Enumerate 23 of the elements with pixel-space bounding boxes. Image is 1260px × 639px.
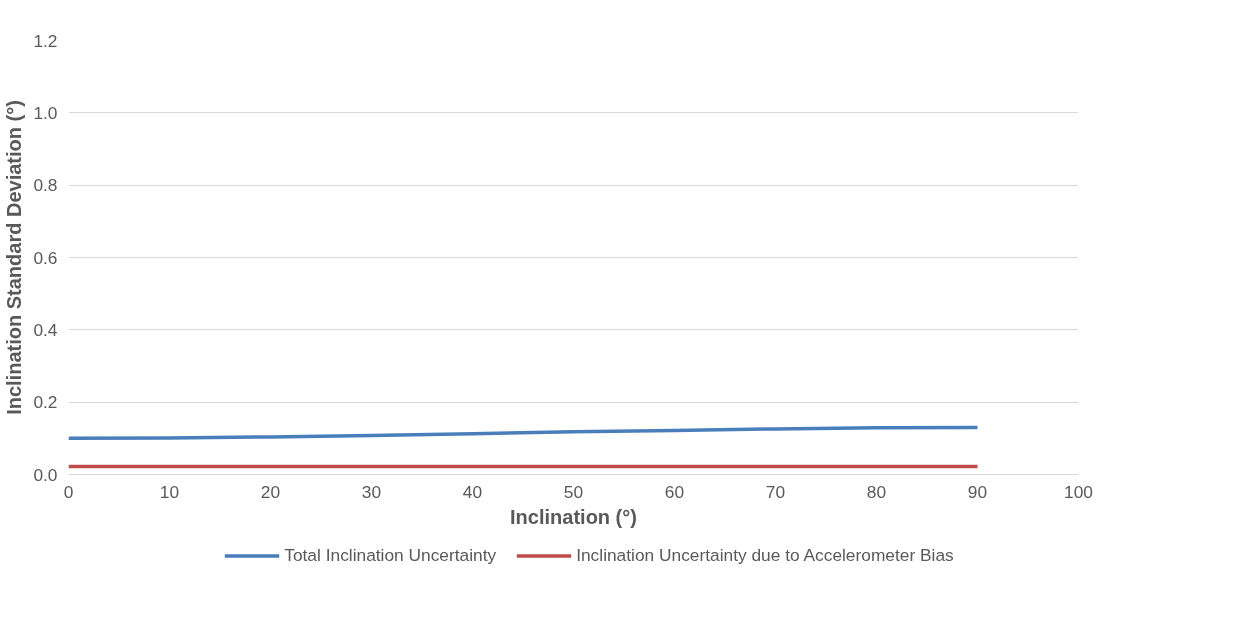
y-tick-label: 0.0 [33,464,58,485]
x-axis-title: Inclination (°) [510,505,637,528]
legend-label: Inclination Uncertainty due to Accelerometer Bias [576,544,954,566]
x-tick-label: 0 [63,481,74,502]
x-tick-label: 50 [563,481,584,502]
legend-label: Total Inclination Uncertainty [284,544,497,566]
x-tick-label: 90 [967,481,988,502]
line-series [68,425,980,441]
y-tick-label: 0.8 [33,175,58,196]
x-tick-label: 30 [361,481,382,502]
y-tick-label: 0.4 [33,319,58,340]
x-tick-label: 20 [260,481,281,502]
y-tick-label: 0.6 [33,247,58,268]
y-tick-label: 1.2 [33,30,58,51]
y-tick-label: 0.2 [33,392,58,413]
y-tick-label: 1.0 [33,102,58,123]
x-tick-label: 80 [866,481,887,502]
y-axis-title: Inclination Standard Deviation (°) [3,100,26,415]
x-tick-label: 70 [765,481,786,502]
x-tick-label: 40 [462,481,483,502]
x-tick-label: 100 [1064,481,1093,502]
x-tick-label: 10 [159,481,180,502]
x-tick-label: 60 [664,481,685,502]
